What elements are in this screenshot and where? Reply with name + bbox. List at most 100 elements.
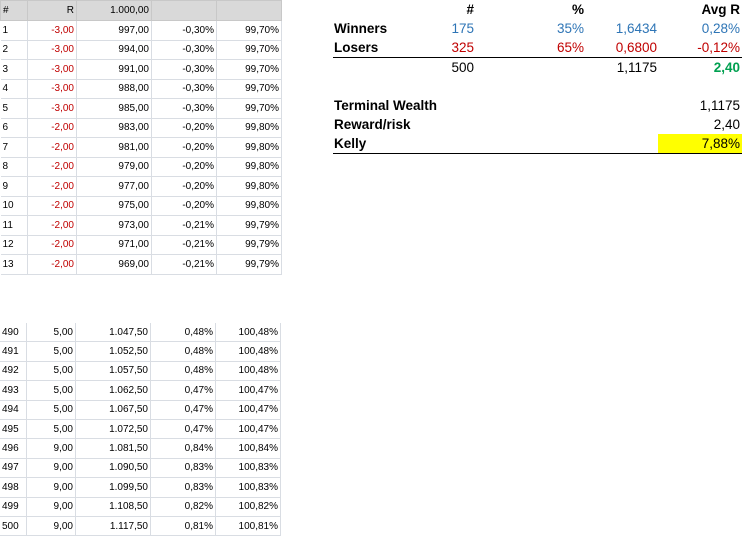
cell-index[interactable]: 6 xyxy=(0,118,28,138)
cell-index[interactable]: 493 xyxy=(0,380,27,401)
cell-r[interactable]: -2,00 xyxy=(27,137,77,158)
kelly-label[interactable]: Kelly xyxy=(334,136,367,151)
cell-r[interactable]: 5,00 xyxy=(26,380,76,401)
cell-equity[interactable]: 1.090,50 xyxy=(75,458,151,479)
cell-equity[interactable]: 1.081,50 xyxy=(75,438,151,459)
cell-r[interactable]: 5,00 xyxy=(26,323,76,343)
cell-cum[interactable]: 100,47% xyxy=(215,380,281,401)
cell-r[interactable]: 5,00 xyxy=(26,361,76,382)
cell-cum[interactable]: 100,47% xyxy=(215,419,281,440)
cell-r[interactable]: -2,00 xyxy=(27,157,77,177)
cell-cum[interactable]: 100,48% xyxy=(215,361,281,382)
cell-r[interactable]: -2,00 xyxy=(27,254,77,275)
cell-equity[interactable]: 977,00 xyxy=(76,176,152,197)
cell-equity[interactable]: 997,00 xyxy=(76,20,152,41)
cell-equity[interactable]: 985,00 xyxy=(76,98,152,119)
cell-cum[interactable]: 99,70% xyxy=(216,40,282,60)
cell-pct[interactable]: 0,48% xyxy=(150,361,216,382)
header-cell-index[interactable]: # xyxy=(0,0,28,21)
total-factor[interactable]: 1,1175 xyxy=(616,60,657,75)
total-count[interactable]: 500 xyxy=(451,60,474,75)
cell-cum[interactable]: 99,79% xyxy=(216,215,282,236)
cell-index[interactable]: 498 xyxy=(0,477,27,498)
cell-equity[interactable]: 1.108,50 xyxy=(75,497,151,517)
losers-factor[interactable]: 0,6800 xyxy=(615,40,657,55)
cell-cum[interactable]: 99,70% xyxy=(216,98,282,119)
cell-cum[interactable]: 100,48% xyxy=(215,341,281,362)
cell-r[interactable]: 5,00 xyxy=(26,419,76,440)
cell-cum[interactable]: 100,48% xyxy=(215,323,281,343)
cell-equity[interactable]: 1.099,50 xyxy=(75,477,151,498)
cell-cum[interactable]: 99,80% xyxy=(216,118,282,138)
cell-r[interactable]: -2,00 xyxy=(27,235,77,255)
terminal-wealth-label[interactable]: Terminal Wealth xyxy=(334,98,438,113)
cell-index[interactable]: 1 xyxy=(0,20,28,41)
cell-pct[interactable]: -0,20% xyxy=(151,157,217,177)
cell-index[interactable]: 7 xyxy=(0,137,28,158)
cell-r[interactable]: 5,00 xyxy=(26,400,76,420)
cell-index[interactable]: 496 xyxy=(0,438,27,459)
cell-cum[interactable]: 99,80% xyxy=(216,196,282,216)
cell-pct[interactable]: 0,83% xyxy=(150,458,216,479)
cell-r[interactable]: -3,00 xyxy=(27,20,77,41)
cell-pct[interactable]: -0,30% xyxy=(151,40,217,60)
cell-equity[interactable]: 973,00 xyxy=(76,215,152,236)
cell-cum[interactable]: 100,84% xyxy=(215,438,281,459)
cell-cum[interactable]: 99,79% xyxy=(216,254,282,275)
header-count[interactable]: # xyxy=(466,2,474,17)
cell-index[interactable]: 500 xyxy=(0,516,27,536)
cell-equity[interactable]: 1.117,50 xyxy=(75,516,151,536)
cell-pct[interactable]: 0,84% xyxy=(150,438,216,459)
cell-index[interactable]: 8 xyxy=(0,157,28,177)
cell-pct[interactable]: -0,30% xyxy=(151,20,217,41)
kelly-value-cell[interactable]: 7,88% xyxy=(658,134,742,153)
cell-pct[interactable]: 0,82% xyxy=(150,497,216,517)
cell-r[interactable]: 9,00 xyxy=(26,497,76,517)
cell-cum[interactable]: 99,70% xyxy=(216,79,282,99)
cell-equity[interactable]: 1.067,50 xyxy=(75,400,151,420)
cell-r[interactable]: 9,00 xyxy=(26,516,76,536)
cell-index[interactable]: 499 xyxy=(0,497,27,517)
cell-cum[interactable]: 99,80% xyxy=(216,157,282,177)
cell-equity[interactable]: 975,00 xyxy=(76,196,152,216)
cell-cum[interactable]: 100,82% xyxy=(215,497,281,517)
cell-r[interactable]: -2,00 xyxy=(27,196,77,216)
cell-pct[interactable]: -0,21% xyxy=(151,215,217,236)
cell-index[interactable]: 5 xyxy=(0,98,28,119)
reward-risk-label[interactable]: Reward/risk xyxy=(334,117,411,132)
cell-index[interactable]: 10 xyxy=(0,196,28,216)
cell-r[interactable]: 5,00 xyxy=(26,341,76,362)
cell-r[interactable]: -3,00 xyxy=(27,40,77,60)
cell-pct[interactable]: 0,48% xyxy=(150,341,216,362)
cell-equity[interactable]: 983,00 xyxy=(76,118,152,138)
cell-cum[interactable]: 99,70% xyxy=(216,59,282,80)
cell-equity[interactable]: 1.057,50 xyxy=(75,361,151,382)
cell-index[interactable]: 11 xyxy=(0,215,28,236)
cell-index[interactable]: 2 xyxy=(0,40,28,60)
cell-cum[interactable]: 99,70% xyxy=(216,20,282,41)
cell-pct[interactable]: 0,47% xyxy=(150,380,216,401)
cell-equity[interactable]: 1.047,50 xyxy=(75,323,151,343)
cell-r[interactable]: 9,00 xyxy=(26,458,76,479)
winners-pct[interactable]: 35% xyxy=(556,21,584,36)
cell-index[interactable]: 495 xyxy=(0,419,27,440)
cell-r[interactable]: -2,00 xyxy=(27,215,77,236)
cell-pct[interactable]: -0,30% xyxy=(151,79,217,99)
cell-pct[interactable]: -0,20% xyxy=(151,118,217,138)
cell-r[interactable]: -2,00 xyxy=(27,176,77,197)
terminal-wealth-value[interactable]: 1,1175 xyxy=(699,98,740,113)
cell-index[interactable]: 3 xyxy=(0,59,28,80)
cell-cum[interactable]: 99,80% xyxy=(216,137,282,158)
cell-pct[interactable]: -0,30% xyxy=(151,98,217,119)
header-cell-cum[interactable] xyxy=(216,0,282,21)
cell-pct[interactable]: 0,47% xyxy=(150,419,216,440)
losers-pct[interactable]: 65% xyxy=(556,40,584,55)
cell-equity[interactable]: 1.052,50 xyxy=(75,341,151,362)
cell-equity[interactable]: 994,00 xyxy=(76,40,152,60)
header-avg-r[interactable]: Avg R xyxy=(701,2,740,17)
cell-cum[interactable]: 100,81% xyxy=(215,516,281,536)
reward-risk-value[interactable]: 2,40 xyxy=(713,117,740,132)
cell-cum[interactable]: 100,83% xyxy=(215,477,281,498)
cell-pct[interactable]: 0,83% xyxy=(150,477,216,498)
total-avg-r[interactable]: 2,40 xyxy=(713,60,740,75)
